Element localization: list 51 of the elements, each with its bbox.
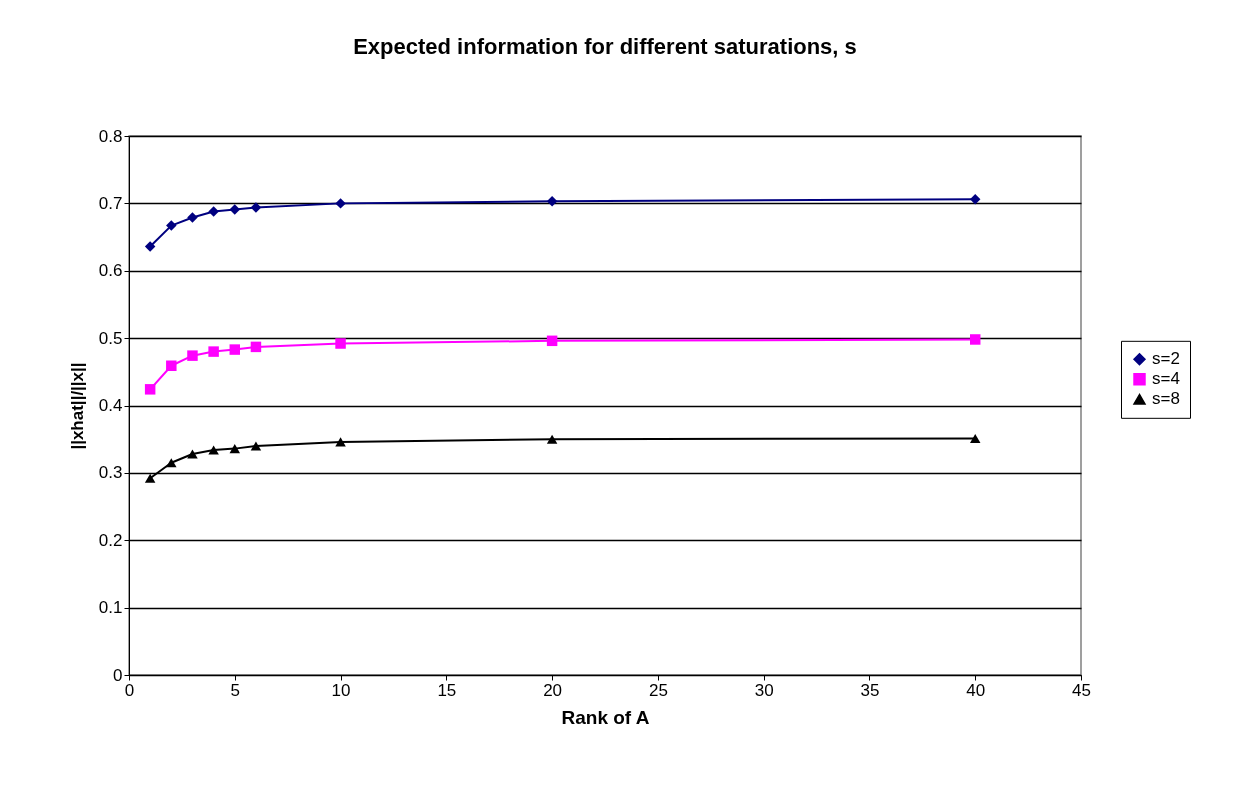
point <box>335 437 346 447</box>
point <box>166 458 177 468</box>
point <box>187 449 198 459</box>
legend-label: s=4 <box>1152 369 1180 389</box>
legend-label: s=2 <box>1152 349 1180 369</box>
x-tick-label: 15 <box>437 680 457 700</box>
point <box>187 212 198 223</box>
legend-label: s=8 <box>1152 389 1180 409</box>
point <box>250 441 262 451</box>
x-tick-label: 40 <box>966 680 986 700</box>
x-tick-label: 25 <box>648 680 668 700</box>
point <box>166 220 177 231</box>
x-tick-label: 5 <box>230 680 241 700</box>
point <box>166 360 177 371</box>
point <box>969 334 981 345</box>
x-axis-title: Rank of A <box>561 706 650 728</box>
x-tick-label: 35 <box>860 680 880 700</box>
point <box>144 241 156 252</box>
point <box>335 198 346 209</box>
point <box>546 434 558 444</box>
y-tick-label: 0.6 <box>98 261 123 281</box>
point <box>229 344 241 355</box>
point <box>250 341 262 353</box>
point <box>546 335 558 347</box>
point <box>208 346 219 357</box>
point <box>229 204 241 215</box>
y-tick-label: 0.8 <box>98 126 123 146</box>
y-axis-title: ||xhat||/||x|| <box>67 362 87 450</box>
y-tick-label: 0.7 <box>98 193 123 213</box>
y-tick-label: 0.3 <box>98 463 123 483</box>
y-tick-label: 0.2 <box>98 530 123 550</box>
x-tick-label: 10 <box>331 680 351 700</box>
point <box>208 206 219 217</box>
chart-title: Expected information for different saturations, s <box>353 34 857 59</box>
point <box>187 350 198 361</box>
y-tick-label: 0.4 <box>98 396 123 415</box>
point <box>144 384 156 395</box>
point <box>250 202 262 213</box>
point <box>144 473 156 483</box>
point <box>335 338 346 349</box>
x-tick-label: 20 <box>543 680 563 700</box>
point <box>969 433 981 444</box>
y-tick-label: 0.5 <box>98 328 123 348</box>
point <box>969 194 981 205</box>
y-tick-label: 0.1 <box>98 598 123 618</box>
point <box>208 445 219 455</box>
point <box>229 444 241 454</box>
point <box>546 196 558 207</box>
y-tick-label: 0 <box>113 665 123 685</box>
x-tick-label: 45 <box>1072 680 1091 700</box>
x-tick-label: 30 <box>754 680 774 700</box>
